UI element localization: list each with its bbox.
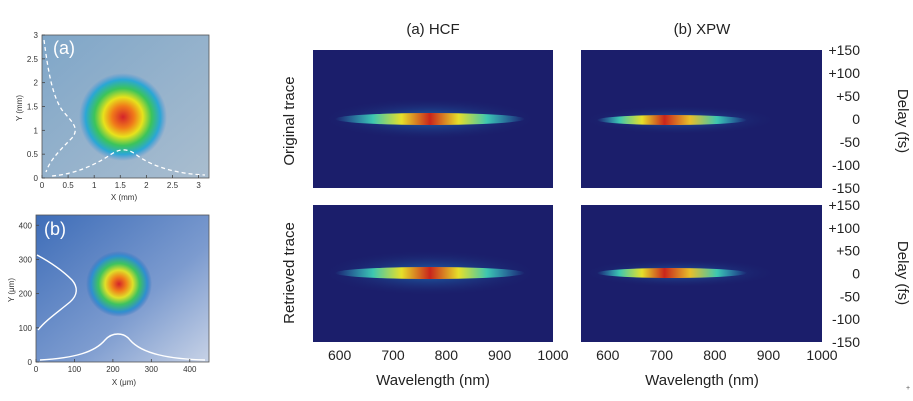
- column-title-hcf: (a) HCF: [406, 21, 459, 38]
- trace-xpw-original-streak: [597, 115, 747, 125]
- hcf-x-tick-label: 900: [488, 347, 512, 363]
- delay-y-tick-label: +150: [828, 42, 860, 58]
- beam-b-spot: [86, 251, 152, 317]
- beam-b-y-tick-label: 400: [19, 221, 33, 230]
- delay-y-tick-label: -50: [840, 134, 860, 150]
- corner-mark: +: [906, 385, 910, 392]
- beam-b-panel-label: (b): [44, 219, 66, 239]
- delay-ylabel-top: Delay (fs): [894, 89, 911, 153]
- trace-hcf-original: [313, 50, 553, 188]
- delay-y-tick-label: +50: [836, 88, 860, 104]
- column-title-xpw: (b) XPW: [674, 21, 732, 38]
- beam-b-x-tick-label: 300: [145, 365, 159, 374]
- beam-a-y-tick-label: 2: [34, 79, 39, 88]
- beam-b-frame: [35, 214, 210, 363]
- beam-b-x-tick-label: 100: [68, 365, 82, 374]
- beam-a-x-tick-label: 2.5: [167, 181, 179, 190]
- beam-a-x-tick-label: 1.5: [115, 181, 127, 190]
- delay-y-ticks-top: +150 +100 +50 0 -50 -100 -150: [828, 42, 860, 196]
- delay-y-tick-label: -150: [832, 180, 860, 196]
- beam-b-y-tick-label: 100: [19, 324, 33, 333]
- xpw-x-tick-label: 700: [650, 347, 674, 363]
- delay-y-ticks-bottom: +150 +100 +50 0 -50 -100 -150: [828, 197, 860, 350]
- trace-hcf-retrieved-streak: [335, 267, 525, 279]
- beam-a-spot: [79, 73, 167, 161]
- beam-a-x-tick-label: 0: [40, 181, 45, 190]
- beam-a-x-tick-label: 2: [144, 181, 149, 190]
- beam-b-x-profile: [39, 333, 206, 361]
- beam-b-xlabel: X (μm): [112, 378, 136, 387]
- beam-a-y-tick-label: 0.5: [27, 150, 39, 159]
- trace-xpw-retrieved-streak: [597, 268, 747, 278]
- beam-b-x-tick-label: 0: [34, 365, 39, 374]
- hcf-x-ticks: 600 700 800 900 1000: [328, 347, 569, 363]
- beam-a-x-profile: [51, 149, 206, 177]
- beam-a-x-tick-label: 0.5: [63, 181, 75, 190]
- beam-a-ylabel: Y (mm): [15, 95, 24, 121]
- beam-a-y-tick-label: 1.5: [27, 103, 39, 112]
- beam-a-y-tick-label: 1: [34, 126, 39, 135]
- beam-a-panel-label: (a): [53, 38, 75, 58]
- beam-a-y-tick-label: 2.5: [27, 55, 39, 64]
- xpw-xlabel: Wavelength (nm): [645, 372, 759, 389]
- beam-panel-a: (a) X (mm) Y (mm) 0 0.5 1 1.5 2 2.5 3 0 0.5 1 1.5…: [15, 31, 210, 202]
- hcf-xlabel: Wavelength (nm): [376, 372, 490, 389]
- beam-panel-b: (b) X (μm) Y (μm) 0 100 200 300 400 0 100 200 3…: [7, 214, 210, 387]
- row-label-original: Original trace: [281, 76, 298, 165]
- hcf-x-tick-label: 600: [328, 347, 352, 363]
- trace-xpw-original: [581, 50, 822, 188]
- beam-b-x-tick-label: 200: [106, 365, 120, 374]
- delay-y-tick-label: 0: [852, 111, 860, 127]
- delay-y-tick-label: +100: [828, 220, 860, 236]
- row-label-retrieved: Retrieved trace: [281, 222, 298, 324]
- beam-a-y-profile: [43, 39, 76, 173]
- beam-b-x-ticks: 0 100 200 300 400: [34, 359, 197, 374]
- frog-traces: (a) HCF (b) XPW Original trace Retrieved…: [281, 21, 911, 389]
- beam-b-y-ticks: 0 100 200 300 400: [19, 221, 39, 367]
- beam-a-xlabel: X (mm): [111, 193, 138, 202]
- delay-y-tick-label: -100: [832, 157, 860, 173]
- delay-y-tick-label: -150: [832, 334, 860, 350]
- delay-y-tick-label: +50: [836, 243, 860, 259]
- trace-hcf-retrieved: [313, 205, 553, 342]
- beam-b-y-tick-label: 300: [19, 255, 33, 264]
- delay-y-tick-label: +100: [828, 65, 860, 81]
- beam-b-x-tick-label: 400: [183, 365, 197, 374]
- beam-a-y-tick-label: 3: [34, 31, 39, 40]
- beam-a-x-tick-label: 3: [196, 181, 201, 190]
- xpw-x-tick-label: 900: [757, 347, 781, 363]
- delay-y-tick-label: 0: [852, 266, 860, 282]
- delay-ylabel-bottom: Delay (fs): [894, 241, 911, 305]
- hcf-x-tick-label: 1000: [537, 347, 568, 363]
- delay-y-tick-label: -50: [840, 288, 860, 304]
- hcf-x-tick-label: 800: [435, 347, 459, 363]
- beam-b-y-tick-label: 200: [19, 290, 33, 299]
- delay-y-tick-label: -100: [832, 311, 860, 327]
- beam-a-y-tick-label: 0: [34, 174, 39, 183]
- beam-b-ylabel: Y (μm): [7, 278, 16, 302]
- trace-hcf-original-streak: [335, 113, 525, 125]
- trace-xpw-retrieved: [581, 205, 822, 342]
- hcf-x-tick-label: 700: [381, 347, 405, 363]
- xpw-x-tick-label: 1000: [806, 347, 837, 363]
- beam-a-y-ticks: 0 0.5 1 1.5 2 2.5 3: [27, 31, 45, 183]
- delay-y-tick-label: +150: [828, 197, 860, 213]
- xpw-x-tick-label: 600: [596, 347, 620, 363]
- beam-a-x-ticks: 0 0.5 1 1.5 2 2.5 3: [40, 175, 201, 190]
- beam-b-y-tick-label: 0: [28, 358, 33, 367]
- xpw-x-tick-label: 800: [703, 347, 727, 363]
- beam-b-y-profile: [36, 254, 77, 331]
- xpw-x-ticks: 600 700 800 900 1000: [596, 347, 838, 363]
- beam-a-x-tick-label: 1: [92, 181, 97, 190]
